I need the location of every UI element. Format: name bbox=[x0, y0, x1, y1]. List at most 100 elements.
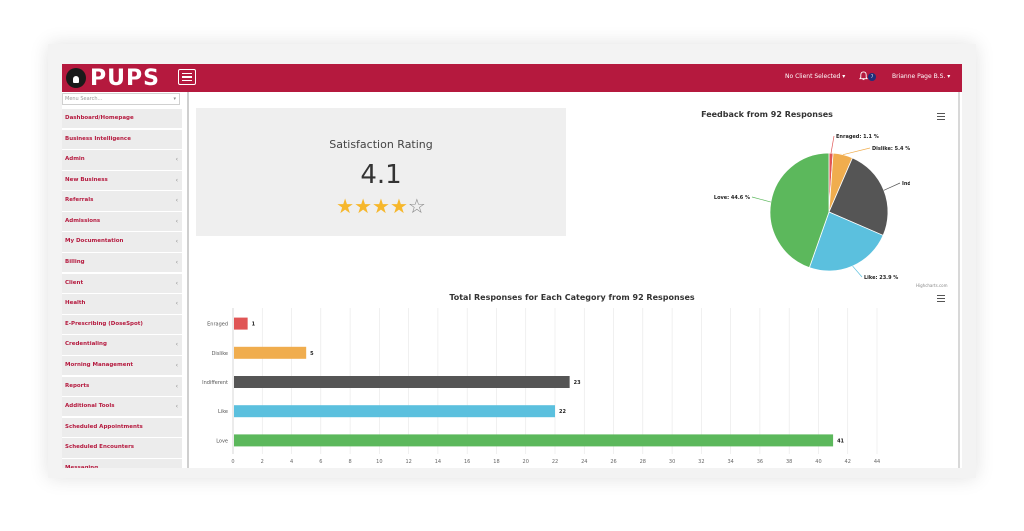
client-select-dropdown[interactable]: No Client Selected ▾ bbox=[785, 73, 846, 80]
x-tick-label: 18 bbox=[493, 459, 499, 465]
x-tick-label: 14 bbox=[435, 459, 441, 465]
pie-slice-indifferent[interactable] bbox=[828, 157, 889, 236]
chevron-left-icon: ‹ bbox=[175, 300, 178, 308]
x-tick-label: 8 bbox=[348, 459, 351, 465]
scrollbar-track[interactable] bbox=[958, 92, 960, 468]
sidebar-item-label: Referrals bbox=[65, 197, 94, 204]
sidebar-item-morning-management[interactable]: Morning Management ‹ bbox=[62, 355, 182, 376]
sidebar-nav: Dashboard/Homepage Business Intelligence A… bbox=[62, 109, 182, 468]
chevron-left-icon: ‹ bbox=[175, 217, 178, 225]
chevron-down-icon: ▾ bbox=[173, 96, 176, 102]
x-tick-label: 38 bbox=[786, 459, 792, 465]
sidebar-item-label: New Business bbox=[65, 176, 108, 183]
satisfaction-rating-card: Satisfaction Rating 4.1 ★★★★☆ bbox=[196, 108, 566, 236]
x-tick-label: 26 bbox=[610, 459, 616, 465]
chevron-left-icon: ‹ bbox=[175, 361, 178, 369]
sidebar-item-referrals[interactable]: Referrals ‹ bbox=[62, 191, 182, 211]
x-tick-label: 32 bbox=[698, 459, 704, 465]
x-tick-label: 0 bbox=[231, 459, 234, 465]
sidebar-item-label: Dashboard/Homepage bbox=[65, 115, 134, 121]
sidebar-item-label: Reports bbox=[65, 382, 90, 389]
star-empty-icon: ☆ bbox=[407, 194, 426, 218]
sidebar-item-label: Client bbox=[65, 279, 84, 286]
x-tick-label: 34 bbox=[727, 459, 733, 465]
sidebar-item-scheduled-encounters[interactable]: Scheduled Encounters bbox=[62, 438, 182, 458]
pie-chart-title: Feedback from 92 Responses bbox=[701, 110, 833, 119]
chevron-left-icon: ‹ bbox=[175, 238, 178, 246]
menu-search-input[interactable]: Menu Search... ▾ bbox=[62, 93, 180, 105]
app-window: PUPS No Client Selected ▾ 7 Brianne Page… bbox=[62, 64, 962, 468]
chevron-left-icon: ‹ bbox=[175, 279, 178, 287]
sidebar-item-admissions[interactable]: Admissions ‹ bbox=[62, 211, 182, 232]
rating-value: 4.1 bbox=[360, 160, 402, 190]
pie-slice-love[interactable] bbox=[769, 152, 830, 269]
bar-chart-menu-icon[interactable] bbox=[937, 295, 945, 302]
sidebar-item-additional-tools[interactable]: Additional Tools ‹ bbox=[62, 397, 182, 417]
pie-label-enraged: Enraged: 1.1 % bbox=[836, 134, 879, 140]
hamburger-line bbox=[182, 72, 192, 75]
notification-badge: 7 bbox=[868, 73, 876, 81]
sidebar-item-label: Billing bbox=[65, 259, 85, 266]
top-navbar: PUPS No Client Selected ▾ 7 Brianne Page… bbox=[62, 64, 962, 92]
sidebar-item-credentialing[interactable]: Credentialing ‹ bbox=[62, 335, 182, 355]
pie-label-indifferent: Indifferent: 25.0 % bbox=[902, 181, 910, 187]
bar-indifferent[interactable] bbox=[234, 376, 570, 388]
bar-chart-title: Total Responses for Each Category from 9… bbox=[449, 293, 695, 302]
sidebar-item-dashboard-homepage[interactable]: Dashboard/Homepage bbox=[62, 109, 182, 129]
sidebar-item-messaging[interactable]: Messaging bbox=[62, 458, 182, 468]
x-tick-label: 24 bbox=[581, 459, 587, 465]
bar-value-label: 22 bbox=[559, 409, 566, 415]
bar-enraged[interactable] bbox=[234, 317, 248, 330]
x-tick-label: 36 bbox=[757, 459, 763, 465]
sidebar-item-e-prescribing-dosespot[interactable]: E-Prescribing (DoseSpot) bbox=[62, 314, 182, 335]
pie-chart: Enraged: 1.1 % Dislike: 5.4 % Indifferent:… bbox=[714, 134, 910, 281]
bar-value-label: 1 bbox=[252, 322, 256, 328]
sidebar-item-reports[interactable]: Reports ‹ bbox=[62, 376, 182, 396]
x-tick-label: 20 bbox=[523, 459, 529, 465]
chevron-left-icon: ‹ bbox=[175, 382, 178, 390]
sidebar-item-client[interactable]: Client ‹ bbox=[62, 273, 182, 294]
pie-label-like: Like: 23.9 % bbox=[864, 275, 898, 281]
pie-connector bbox=[883, 182, 901, 191]
x-tick-label: 6 bbox=[319, 459, 322, 465]
chevron-left-icon: ‹ bbox=[175, 403, 178, 411]
user-menu-dropdown[interactable]: Brianne Page B.S. ▾ bbox=[892, 73, 951, 80]
x-tick-label: 16 bbox=[464, 459, 470, 465]
x-tick-label: 12 bbox=[405, 459, 411, 465]
sidebar-item-label: Additional Tools bbox=[65, 403, 115, 410]
rating-title: Satisfaction Rating bbox=[329, 138, 433, 151]
bar-like[interactable] bbox=[234, 405, 555, 418]
sidebar-item-my-documentation[interactable]: My Documentation ‹ bbox=[62, 232, 182, 252]
sidebar-item-label: Scheduled Appointments bbox=[65, 423, 143, 430]
sidebar-item-label: Credentialing bbox=[65, 341, 107, 348]
star-filled-icon: ★ bbox=[372, 194, 390, 218]
chevron-left-icon: ‹ bbox=[175, 176, 178, 184]
menu-toggle-button[interactable] bbox=[178, 69, 196, 85]
sidebar-item-label: Business Intelligence bbox=[65, 135, 131, 142]
bar-dislike[interactable] bbox=[234, 346, 307, 359]
hamburger-line bbox=[182, 76, 192, 78]
pie-label-dislike: Dislike: 5.4 % bbox=[872, 146, 910, 152]
sidebar-item-health[interactable]: Health ‹ bbox=[62, 294, 182, 314]
sidebar-item-admin[interactable]: Admin ‹ bbox=[62, 150, 182, 170]
sidebar-item-label: Scheduled Encounters bbox=[65, 444, 135, 451]
logo-text: PUPS bbox=[90, 65, 160, 91]
x-tick-label: 10 bbox=[376, 459, 382, 465]
sidebar-item-label: My Documentation bbox=[65, 238, 124, 245]
sidebar-item-label: Health bbox=[65, 300, 86, 307]
pie-connector bbox=[830, 135, 835, 154]
sidebar-item-scheduled-appointments[interactable]: Scheduled Appointments bbox=[62, 417, 182, 438]
bell-icon[interactable] bbox=[859, 71, 868, 81]
bar-category-label: Dislike bbox=[212, 351, 228, 357]
pie-label-love: Love: 44.6 % bbox=[714, 195, 750, 201]
sidebar-item-new-business[interactable]: New Business ‹ bbox=[62, 170, 182, 191]
bar-love[interactable] bbox=[234, 434, 834, 447]
pie-chart-menu-icon[interactable] bbox=[937, 113, 945, 120]
bar-value-label: 23 bbox=[574, 380, 581, 386]
x-tick-label: 22 bbox=[552, 459, 558, 465]
sidebar-item-business-intelligence[interactable]: Business Intelligence bbox=[62, 129, 182, 149]
bar-category-label: Love bbox=[216, 438, 228, 444]
sidebar-item-billing[interactable]: Billing ‹ bbox=[62, 253, 182, 273]
bar-value-label: 41 bbox=[837, 438, 844, 444]
logo[interactable]: PUPS bbox=[66, 65, 160, 91]
